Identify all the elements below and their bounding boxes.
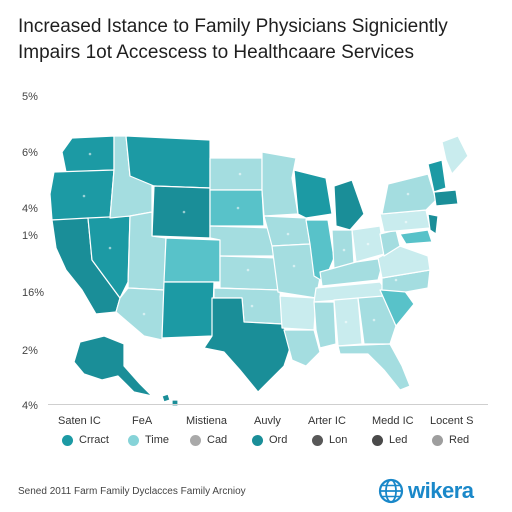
map-region	[263, 215, 311, 247]
map-region	[171, 399, 179, 407]
y-label: 4%	[22, 203, 38, 215]
x-label: Mistiena	[186, 415, 227, 427]
map-region	[337, 343, 411, 391]
legend-label: Ord	[269, 434, 288, 446]
map-region	[357, 295, 397, 345]
brand-logo: wikera	[378, 478, 474, 504]
y-axis-labels: 5% 6% 4% 1% 16% 2% 4%	[22, 0, 52, 512]
x-label: Saten IC	[58, 415, 101, 427]
map-region	[427, 159, 447, 193]
x-axis-line	[48, 404, 488, 405]
legend-label: Lon	[329, 434, 348, 446]
map-region	[125, 135, 211, 189]
map-region	[333, 297, 363, 347]
map-region	[279, 295, 317, 331]
map-region	[441, 135, 469, 175]
y-label: 1%	[22, 230, 38, 242]
legend-item: Time	[128, 434, 169, 446]
legend-label: Led	[389, 434, 408, 446]
x-label: Arter IC	[308, 415, 346, 427]
map-region	[333, 179, 365, 231]
map-region	[203, 297, 293, 393]
us-map	[49, 135, 469, 407]
globe-icon	[378, 478, 404, 504]
legend-swatch	[312, 434, 323, 446]
map-region	[293, 169, 333, 219]
map-region	[399, 229, 433, 245]
legend-item: Lon	[312, 434, 347, 446]
map-region	[49, 169, 115, 221]
legend: Crract Time Cad Ord Lon Led Red	[0, 434, 512, 452]
legend-swatch	[190, 434, 201, 446]
map-region	[261, 151, 299, 217]
x-axis-labels: Saten IC FeA Mistiena Auvly Arter IC Med…	[0, 415, 512, 431]
legend-label: Crract	[79, 434, 109, 446]
map-region	[161, 393, 171, 403]
map-region	[163, 237, 221, 283]
legend-item: Crract	[62, 434, 109, 446]
map-region	[313, 301, 337, 349]
map-region	[151, 185, 211, 239]
legend-label: Cad	[207, 434, 228, 446]
map-region	[115, 287, 165, 341]
legend-label: Red	[449, 434, 470, 446]
y-label: 2%	[22, 345, 38, 357]
map-region	[73, 335, 153, 397]
map-region	[433, 189, 459, 207]
legend-item: Red	[432, 434, 469, 446]
page-title: Increased Ιstance to Family Physicians S…	[18, 14, 498, 66]
legend-swatch	[372, 434, 383, 446]
map-region	[209, 157, 263, 191]
source-note: Sened 2011 Farm Family Dyclacces Family …	[18, 486, 246, 497]
legend-swatch	[432, 434, 443, 446]
x-label: Auvly	[254, 415, 281, 427]
x-label: Medd IC	[372, 415, 414, 427]
x-label: Locent S	[430, 415, 474, 427]
legend-item: Cad	[190, 434, 227, 446]
map-region	[219, 255, 279, 291]
legend-item: Ord	[252, 434, 287, 446]
map-region	[209, 225, 277, 257]
x-label: FeA	[132, 415, 153, 427]
legend-item: Led	[372, 434, 407, 446]
map-region	[161, 281, 215, 339]
legend-label: Time	[145, 434, 170, 446]
brand-name: wikera	[408, 478, 474, 503]
y-label: 6%	[22, 147, 38, 159]
legend-swatch	[252, 434, 263, 446]
y-label: 16%	[22, 287, 45, 299]
map-region	[427, 213, 439, 235]
y-label: 4%	[22, 400, 38, 412]
title-line-2: Impairs 1ot Accescess to Healthcaare Ser…	[18, 42, 415, 63]
map-region	[61, 135, 115, 173]
map-region	[283, 329, 321, 367]
y-label: 5%	[22, 91, 38, 103]
legend-swatch	[128, 434, 139, 446]
legend-swatch	[62, 434, 73, 446]
title-line-1: Increased Ιstance to Family Physicians S…	[18, 16, 448, 37]
